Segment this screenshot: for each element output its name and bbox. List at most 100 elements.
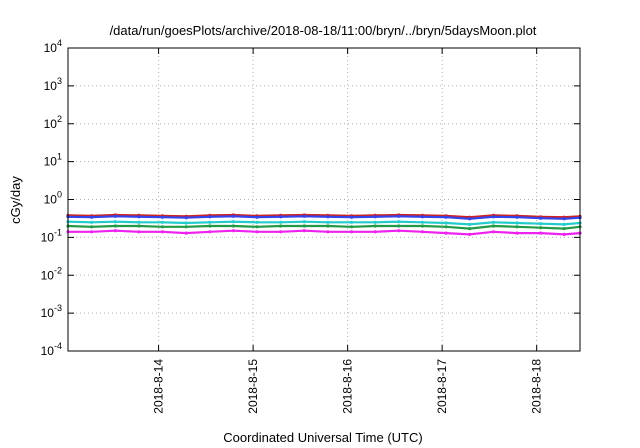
data-point — [468, 232, 472, 236]
data-point — [373, 215, 377, 219]
data-point — [350, 225, 354, 229]
y-tick-label: 10-4 — [41, 341, 62, 358]
data-point — [373, 224, 377, 228]
data-point — [562, 227, 566, 231]
data-point — [397, 220, 401, 224]
data-point — [350, 230, 354, 234]
y-axis: 10-4 10-3 10-2 10-1 100 101 102 103 104 — [41, 38, 580, 358]
data-point — [491, 220, 495, 224]
data-point — [326, 224, 330, 228]
data-point — [326, 220, 330, 224]
data-point — [515, 231, 519, 235]
data-point — [184, 231, 188, 235]
data-point — [515, 215, 519, 219]
data-point — [468, 217, 472, 221]
x-tick-label: 2018-8-16 — [341, 359, 355, 414]
data-point — [326, 215, 330, 219]
data-point — [420, 220, 425, 224]
data-point — [373, 230, 377, 234]
data-point — [444, 225, 448, 229]
chart-title: /data/run/goesPlots/archive/2018-08-18/1… — [110, 23, 537, 38]
data-point — [137, 230, 141, 234]
data-point — [113, 214, 117, 218]
data-point — [255, 215, 259, 219]
data-point — [302, 229, 306, 233]
x-tick-label: 2018-8-18 — [530, 359, 544, 414]
data-point — [208, 215, 212, 219]
data-point — [255, 230, 259, 234]
data-point — [208, 224, 212, 228]
data-point — [350, 215, 354, 219]
data-point — [160, 225, 165, 229]
data-point — [397, 224, 401, 228]
x-tick-label: 2018-8-15 — [246, 359, 260, 414]
data-point — [137, 220, 141, 224]
y-tick-label: 101 — [44, 152, 62, 169]
data-point — [420, 215, 425, 219]
y-tick-label: 103 — [44, 76, 62, 93]
data-point — [562, 222, 566, 226]
series-line-1 — [67, 215, 581, 220]
y-tick-label: 10-1 — [41, 227, 62, 244]
data-point — [255, 225, 259, 229]
data-point — [137, 224, 141, 228]
series-line-4 — [68, 229, 581, 236]
data-point — [491, 215, 495, 219]
data-point — [184, 216, 188, 220]
data-point — [397, 229, 401, 233]
data-point — [539, 231, 543, 235]
data-point — [113, 224, 117, 228]
y-tick-label: 10-2 — [41, 265, 62, 282]
series-line-3 — [67, 224, 581, 230]
data-point — [137, 215, 141, 219]
data-point — [279, 230, 283, 234]
x-tick-label: 2018-8-14 — [152, 359, 166, 414]
data-point — [113, 229, 117, 233]
data-point — [302, 220, 306, 224]
series-layer — [66, 213, 582, 236]
data-point — [90, 225, 94, 229]
data-point — [468, 222, 472, 226]
x-axis-label: Coordinated Universal Time (UTC) — [223, 430, 422, 445]
data-point — [397, 214, 401, 218]
data-point — [90, 230, 94, 234]
data-point — [539, 216, 543, 220]
data-point — [539, 222, 543, 226]
y-tick-label: 104 — [44, 38, 62, 55]
data-point — [539, 226, 543, 230]
data-point — [302, 214, 306, 218]
x-axis: 2018-8-14 2018-8-15 2018-8-16 2018-8-17 2018… — [152, 48, 544, 414]
data-point — [444, 221, 448, 225]
data-point — [326, 230, 330, 234]
data-point — [90, 215, 94, 219]
data-point — [208, 230, 212, 234]
data-point — [444, 231, 448, 235]
data-point — [562, 217, 566, 221]
x-tick-label: 2018-8-17 — [435, 359, 449, 414]
y-axis-label: cGy/day — [8, 176, 23, 224]
data-point — [90, 220, 94, 224]
data-point — [184, 221, 188, 225]
data-point — [231, 229, 235, 233]
data-point — [184, 225, 188, 229]
data-point — [350, 220, 354, 224]
grid — [68, 48, 580, 351]
data-point — [279, 215, 283, 219]
y-tick-label: 10-3 — [41, 303, 62, 320]
y-tick-label: 102 — [44, 114, 62, 131]
data-point — [468, 227, 472, 231]
data-point — [302, 224, 306, 228]
y-tick-label: 100 — [44, 190, 62, 207]
data-point — [208, 220, 212, 224]
data-point — [255, 220, 259, 224]
data-point — [279, 224, 283, 228]
data-point — [231, 214, 235, 218]
data-point — [515, 221, 519, 225]
data-point — [444, 215, 448, 219]
data-point — [160, 220, 165, 224]
data-point — [113, 220, 117, 224]
data-point — [160, 215, 165, 219]
data-point — [231, 224, 235, 228]
data-point — [515, 225, 519, 229]
